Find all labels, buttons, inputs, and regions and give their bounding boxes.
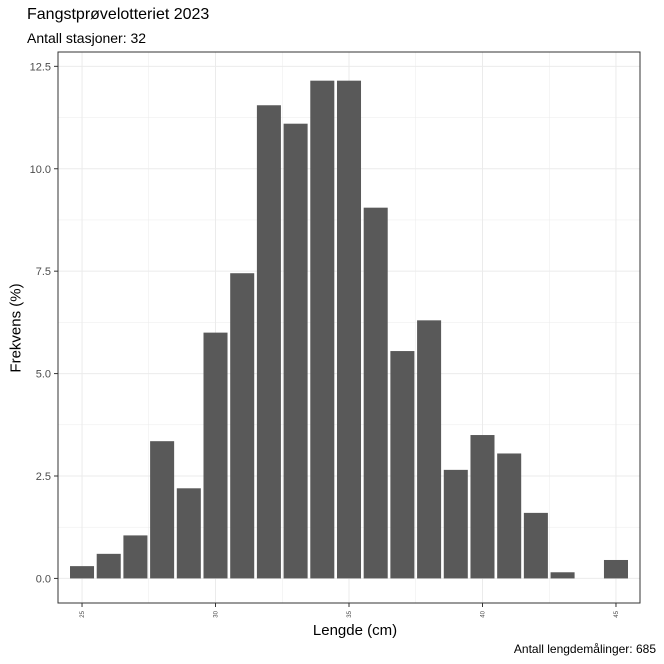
y-tick-label: 12.5 bbox=[30, 61, 51, 73]
bars bbox=[70, 80, 628, 579]
bar-30 bbox=[203, 332, 228, 579]
x-tick-label: 30 bbox=[214, 610, 220, 617]
x-axis-ticks: 25 30 35 40 45 bbox=[80, 603, 620, 618]
y-tick-label: 5.0 bbox=[36, 369, 51, 381]
y-tick-label: 0.0 bbox=[36, 573, 51, 585]
bar-31 bbox=[230, 273, 255, 579]
y-tick-label: 10.0 bbox=[30, 164, 51, 176]
bar-39 bbox=[443, 469, 468, 579]
bar-33 bbox=[283, 123, 308, 579]
bar-37 bbox=[390, 351, 415, 579]
bar-38 bbox=[417, 320, 442, 579]
bar-43 bbox=[550, 572, 575, 579]
bar-29 bbox=[176, 488, 201, 579]
y-tick-label: 2.5 bbox=[36, 471, 51, 483]
chart-caption: Antall lengdemålinger: 685 bbox=[513, 642, 656, 656]
bar-35 bbox=[336, 80, 362, 579]
x-tick-label: 35 bbox=[347, 610, 353, 617]
bar-27 bbox=[123, 535, 148, 579]
bar-28 bbox=[150, 441, 175, 579]
y-tick-label: 7.5 bbox=[36, 266, 51, 278]
x-tick-label: 25 bbox=[80, 610, 86, 617]
bar-40 bbox=[470, 435, 495, 579]
bar-41 bbox=[497, 453, 522, 579]
x-tick-label: 45 bbox=[614, 610, 620, 617]
x-tick-label: 40 bbox=[480, 610, 486, 617]
bar-45 bbox=[603, 559, 628, 579]
y-axis-ticks: 0.0 2.5 5.0 7.5 10.0 12.5 bbox=[30, 61, 58, 585]
chart-title: Fangstprøvelotteriet 2023 bbox=[27, 6, 210, 23]
y-axis-label: Frekvens (%) bbox=[7, 283, 25, 373]
bar-36 bbox=[363, 207, 388, 579]
bar-32 bbox=[256, 105, 281, 579]
bar-25 bbox=[70, 566, 95, 579]
bar-34 bbox=[310, 80, 335, 579]
bar-26 bbox=[96, 553, 121, 579]
x-axis-label: Lengde (cm) bbox=[312, 622, 398, 639]
chart-subtitle: Antall stasjoner: 32 bbox=[27, 30, 147, 46]
bar-42 bbox=[523, 512, 548, 579]
